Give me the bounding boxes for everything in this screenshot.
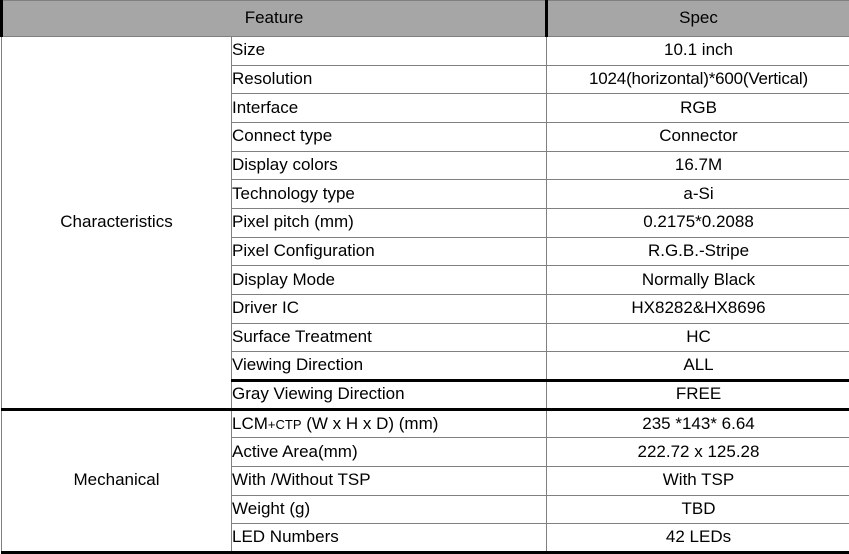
feature-label: Size — [231, 36, 547, 66]
feature-label: Connect type — [231, 121, 547, 152]
feature-label: Resolution — [231, 64, 547, 95]
column-header-feature: Feature — [0, 0, 548, 37]
feature-label-superscript: +CTP — [267, 416, 302, 432]
feature-label: Technology type — [231, 179, 547, 209]
column-header-spec: Spec — [546, 0, 849, 37]
feature-label: Gray Viewing Direction — [231, 378, 547, 411]
table-row: Connect type Connector — [2, 121, 849, 152]
table-row: Surface Treatment HC — [2, 322, 849, 353]
spec-value: HC — [546, 322, 849, 353]
feature-label: Driver IC — [231, 293, 547, 324]
spec-value: With TSP — [546, 465, 849, 496]
table-row: Display Mode Normally Black — [2, 265, 849, 295]
spec-value: a-Si — [546, 179, 849, 209]
spec-value: 16.7M — [546, 150, 849, 181]
group-label-characteristics: Characteristics — [1, 36, 232, 411]
table-row: Mechanical LCM+CTP (W x H x D) (mm) 235 … — [1, 408, 849, 554]
table-row: Pixel pitch (mm) 0.2175*0.2088 — [2, 207, 849, 238]
feature-label-tail: (W x H x D) (mm) — [301, 413, 439, 433]
spec-value: 10.1 inch — [546, 36, 849, 66]
feature-label: Pixel Configuration — [231, 236, 547, 267]
spec-value: RGB — [546, 93, 849, 123]
feature-label: Active Area(mm) — [231, 437, 547, 467]
table-row: Pixel Configuration R.G.B.-Stripe — [2, 236, 849, 267]
feature-label-main: LCM — [232, 413, 268, 433]
feature-label: LED Numbers — [231, 523, 547, 554]
spec-value: FREE — [546, 378, 849, 411]
table-row: Weight (g) TBD — [2, 494, 849, 525]
feature-label: With /Without TSP — [231, 465, 547, 496]
spec-value: R.G.B.-Stripe — [546, 236, 849, 267]
spec-value: TBD — [546, 494, 849, 525]
feature-label: LCM+CTP (W x H x D) (mm) — [231, 408, 547, 439]
feature-label: Weight (g) — [231, 494, 547, 525]
spec-value: 0.2175*0.2088 — [546, 207, 849, 238]
table-row: Characteristics Size 10.1 inch — [1, 36, 849, 411]
spec-value: HX8282&HX8696 — [546, 293, 849, 324]
table-row: Display colors 16.7M — [2, 150, 849, 181]
spec-value: ALL — [546, 351, 849, 381]
spec-value: 1024(horizontal)*600(Vertical) — [546, 64, 849, 95]
table-row: LED Numbers 42 LEDs — [2, 523, 849, 554]
spec-value: Normally Black — [546, 265, 849, 295]
feature-label: Interface — [231, 93, 547, 123]
group-label-mechanical: Mechanical — [1, 408, 232, 554]
spec-value: 235 *143* 6.64 — [546, 408, 849, 439]
feature-label: Display Mode — [231, 265, 547, 295]
spec-value: Connector — [546, 121, 849, 152]
feature-label: Display colors — [231, 150, 547, 181]
table-header-row: Feature Spec — [0, 0, 849, 37]
spec-value: 42 LEDs — [546, 523, 849, 554]
feature-label: Surface Treatment — [231, 322, 547, 353]
feature-label: Pixel pitch (mm) — [231, 207, 547, 238]
table-row: Resolution 1024(horizontal)*600(Vertical… — [2, 64, 849, 95]
spec-value: 222.72 x 125.28 — [546, 437, 849, 467]
table-row: Gray Viewing Direction FREE — [2, 378, 849, 411]
table-row: Driver IC HX8282&HX8696 — [2, 293, 849, 324]
table-row: Technology type a-Si — [2, 179, 849, 209]
feature-label: Viewing Direction — [231, 351, 547, 381]
